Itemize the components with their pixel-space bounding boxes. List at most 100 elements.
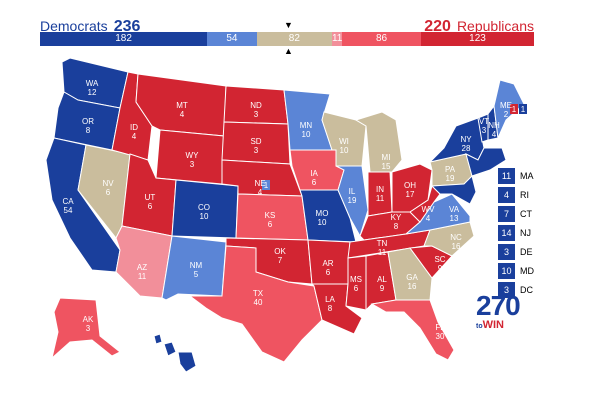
small-state-CT[interactable]: 7 CT bbox=[498, 206, 558, 222]
state-MS[interactable] bbox=[345, 255, 367, 311]
split-label-me_r: 1 bbox=[512, 105, 517, 114]
state-label-MS: MS bbox=[350, 275, 362, 284]
small-state-DC[interactable]: 3 DC bbox=[498, 282, 558, 298]
header: Democrats 236 220 Republicans ▼ 182 54 82 11 8… bbox=[0, 0, 594, 56]
me-district-dem-box bbox=[519, 104, 527, 114]
state-ev-AZ: 11 bbox=[138, 272, 147, 281]
small-state-ev: 11 bbox=[498, 168, 515, 184]
split-label-ne_d: 1 bbox=[264, 181, 269, 190]
small-state-name: CT bbox=[520, 209, 532, 219]
small-state-DE[interactable]: 3 DE bbox=[498, 244, 558, 260]
bar-segment-3: 11 bbox=[331, 32, 343, 46]
state-label-AK: AK bbox=[83, 315, 94, 324]
state-ev-CA: 54 bbox=[64, 206, 73, 215]
bar-segment-4: 86 bbox=[342, 32, 422, 46]
state-MI[interactable] bbox=[354, 111, 403, 173]
state-ev-OR: 8 bbox=[86, 126, 91, 135]
small-state-MA[interactable]: 11 MA bbox=[498, 168, 558, 184]
state-ev-MT: 4 bbox=[180, 110, 185, 119]
state-IL[interactable] bbox=[335, 165, 369, 238]
state-label-LA: LA bbox=[325, 295, 335, 304]
state-ev-NV: 6 bbox=[106, 188, 111, 197]
state-label-NV: NV bbox=[102, 179, 114, 188]
small-state-name: RI bbox=[520, 190, 529, 200]
state-ev-MS: 6 bbox=[354, 284, 359, 293]
state-ev-FL: 30 bbox=[436, 332, 445, 341]
state-AK[interactable] bbox=[51, 297, 121, 360]
small-state-MD[interactable]: 10 MD bbox=[498, 263, 558, 279]
state-label-WY: WY bbox=[186, 151, 200, 160]
state-ev-GA: 16 bbox=[408, 282, 417, 291]
small-states-list: 11 MA 4 RI 7 CT 14 NJ 3 DE 10 MD 3 DC bbox=[498, 168, 558, 301]
state-ev-NH: 4 bbox=[492, 130, 497, 139]
small-state-name: MD bbox=[520, 266, 534, 276]
state-label-NC: NC bbox=[450, 233, 462, 242]
state-ev-AL: 9 bbox=[380, 284, 385, 293]
small-state-ev: 3 bbox=[498, 282, 515, 298]
state-label-IA: IA bbox=[310, 169, 318, 178]
bar-segment-5: 123 bbox=[421, 32, 534, 46]
state-label-OK: OK bbox=[274, 247, 286, 256]
state-ev-TX: 40 bbox=[254, 298, 263, 307]
state-FL[interactable] bbox=[370, 299, 455, 361]
small-state-RI[interactable]: 4 RI bbox=[498, 187, 558, 203]
state-label-NY: NY bbox=[460, 135, 472, 144]
state-TX[interactable] bbox=[188, 245, 323, 363]
small-state-ev: 4 bbox=[498, 187, 515, 203]
state-ev-ME: 2 bbox=[504, 110, 509, 119]
state-ev-ND: 3 bbox=[254, 110, 259, 119]
state-label-TX: TX bbox=[253, 289, 264, 298]
state-label-WI: WI bbox=[339, 137, 349, 146]
state-label-ID: ID bbox=[130, 123, 138, 132]
small-state-NJ[interactable]: 14 NJ bbox=[498, 225, 558, 241]
state-ev-WI: 10 bbox=[340, 146, 349, 155]
state-label-SD: SD bbox=[250, 137, 261, 146]
democrats-total: Democrats 236 bbox=[40, 18, 141, 35]
state-label-OH: OH bbox=[404, 181, 416, 190]
state-label-KY: KY bbox=[391, 213, 402, 222]
state-ev-WV: 4 bbox=[426, 214, 431, 223]
state-label-NH: NH bbox=[488, 121, 500, 130]
state-label-AL: AL bbox=[377, 275, 387, 284]
small-state-name: NJ bbox=[520, 228, 531, 238]
state-ev-ID: 4 bbox=[132, 132, 137, 141]
state-label-IL: IL bbox=[349, 187, 356, 196]
state-ev-NM: 5 bbox=[194, 270, 199, 279]
state-label-KS: KS bbox=[265, 211, 276, 220]
state-ev-IN: 11 bbox=[376, 194, 385, 203]
state-label-FL: FL bbox=[435, 323, 445, 332]
state-label-IN: IN bbox=[376, 185, 384, 194]
electoral-vote-bar: 182 54 82 11 86 123 bbox=[40, 32, 534, 46]
state-label-VT: VT bbox=[479, 117, 489, 126]
state-ev-KY: 8 bbox=[394, 222, 399, 231]
small-state-ev: 7 bbox=[498, 206, 515, 222]
state-ev-LA: 8 bbox=[328, 304, 333, 313]
state-ev-SD: 3 bbox=[254, 146, 259, 155]
state-ev-WA: 12 bbox=[88, 88, 97, 97]
state-label-MI: MI bbox=[382, 153, 391, 162]
state-label-MO: MO bbox=[316, 209, 329, 218]
state-label-ME: ME bbox=[500, 101, 512, 110]
state-label-GA: GA bbox=[406, 273, 418, 282]
state-ev-OK: 7 bbox=[278, 256, 283, 265]
state-NY[interactable] bbox=[428, 117, 485, 163]
state-ev-VT: 3 bbox=[482, 126, 487, 135]
state-mid-atlantic-small[interactable] bbox=[430, 175, 477, 205]
state-label-AZ: AZ bbox=[137, 263, 147, 272]
state-ev-SC: 9 bbox=[438, 264, 443, 273]
state-ev-IL: 19 bbox=[348, 196, 357, 205]
state-ev-NE: 4 bbox=[258, 188, 263, 197]
state-northeast-small[interactable] bbox=[465, 147, 507, 177]
state-ev-NY: 28 bbox=[462, 144, 471, 153]
state-HI[interactable] bbox=[153, 333, 197, 373]
state-ev-UT: 6 bbox=[148, 202, 153, 211]
state-ev-NC: 16 bbox=[452, 242, 461, 251]
bar-segment-0: 182 bbox=[40, 32, 208, 46]
bar-segment-1: 54 bbox=[207, 32, 257, 46]
small-state-name: MA bbox=[520, 171, 534, 181]
state-GA[interactable] bbox=[387, 247, 433, 301]
state-label-NM: NM bbox=[190, 261, 203, 270]
state-label-WV: WV bbox=[422, 205, 436, 214]
state-ev-OH: 17 bbox=[406, 190, 415, 199]
